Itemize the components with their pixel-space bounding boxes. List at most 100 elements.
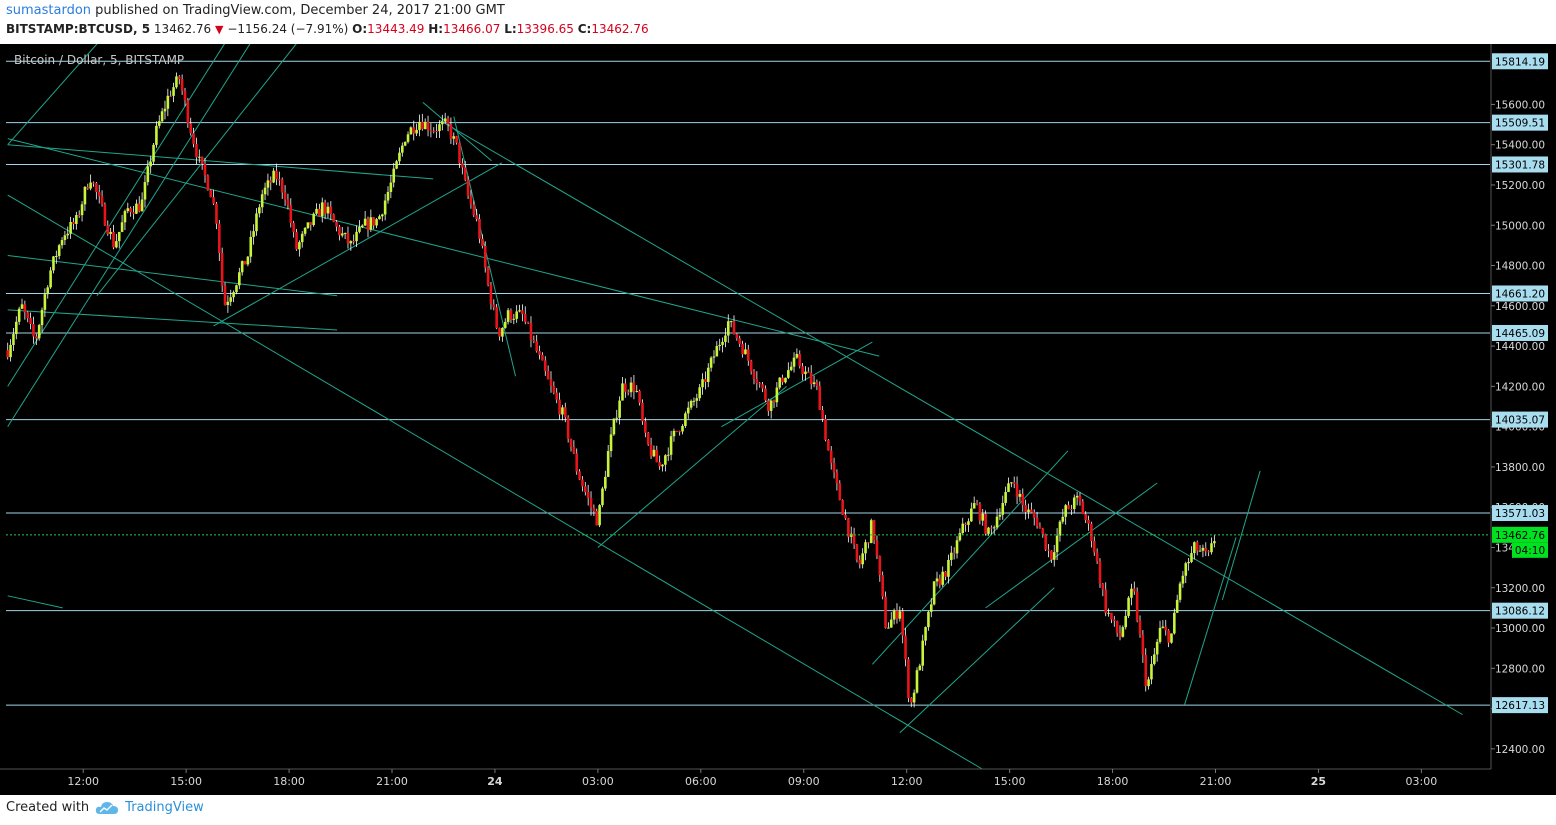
candle-body	[66, 233, 70, 236]
time-tick-label: 21:00	[376, 775, 408, 788]
candle-body	[232, 292, 235, 298]
candle-body	[272, 170, 275, 183]
candle-body	[175, 76, 178, 88]
trend-line	[422, 102, 492, 162]
candle-body	[355, 231, 358, 242]
candle-body	[49, 270, 52, 288]
candle-body	[1012, 482, 1016, 485]
candle-body	[523, 314, 527, 322]
candle-body	[592, 507, 596, 511]
candle-body	[143, 182, 147, 200]
candle-body	[463, 167, 467, 180]
price-tick-label: 15600.00	[1495, 99, 1545, 111]
candle-body	[117, 231, 121, 242]
trend-line	[597, 385, 787, 548]
candle-body	[157, 121, 161, 126]
candle-body	[172, 87, 175, 96]
candle-body	[898, 611, 902, 619]
candle-body	[380, 214, 384, 217]
author-link[interactable]: sumastardon	[6, 3, 92, 18]
candle-body	[1055, 535, 1059, 553]
candle-body	[1210, 543, 1213, 553]
candle-body	[1121, 627, 1125, 637]
candle-body	[921, 640, 925, 666]
candle-body	[981, 513, 985, 521]
trend-line	[7, 254, 338, 297]
candle-body	[755, 378, 759, 384]
candle-body	[395, 161, 398, 169]
candle-body	[546, 370, 550, 380]
candle-body	[858, 559, 862, 565]
candle-body	[1075, 495, 1079, 498]
candle-body	[1115, 620, 1119, 634]
candle-body	[1024, 505, 1027, 513]
candle-body	[1132, 588, 1136, 592]
candle-body	[566, 417, 570, 439]
candle-body	[907, 659, 910, 699]
candle-body	[1190, 553, 1193, 562]
candle-body	[947, 559, 950, 577]
candle-body	[455, 136, 458, 143]
candle-body	[1035, 517, 1039, 527]
candle-body	[589, 497, 593, 508]
tradingview-link[interactable]: TradingView	[125, 800, 204, 815]
trend-line	[872, 450, 1069, 665]
candle-body	[809, 372, 813, 384]
level-label-box	[1492, 411, 1548, 428]
candle-body	[258, 207, 261, 214]
candle-body	[1101, 583, 1105, 590]
candle-body	[309, 222, 313, 226]
candle-body	[166, 95, 170, 109]
level-label: 14035.07	[1495, 415, 1545, 427]
candle-body	[712, 356, 716, 358]
candle-body	[60, 240, 64, 246]
candle-body	[406, 134, 410, 142]
current-price-value: 13462.76	[1495, 530, 1545, 542]
candle-body	[495, 307, 498, 329]
trend-line	[213, 162, 503, 327]
candle-body	[1207, 551, 1210, 553]
candle-body	[909, 698, 913, 703]
price-tick-label: 14600.00	[1495, 301, 1545, 313]
level-label: 15814.19	[1495, 56, 1545, 68]
candle-body	[1067, 505, 1070, 509]
candle-body	[772, 400, 776, 403]
price-chart[interactable]: 12400.0012600.0012800.0013000.0013200.00…	[0, 0, 1556, 795]
candle-body	[223, 285, 227, 306]
candle-body	[935, 578, 939, 582]
candle-body	[443, 118, 447, 122]
candle-body	[475, 215, 478, 220]
trend-line	[7, 309, 338, 331]
level-label-box	[1492, 324, 1548, 341]
candle-body	[63, 235, 67, 241]
time-tick-label: 12:00	[67, 775, 99, 788]
current-price-label: 13462.76 04:10	[1492, 526, 1548, 558]
down-triangle-icon: ▼	[215, 23, 224, 36]
candle-body	[970, 508, 973, 522]
candle-body	[12, 334, 15, 345]
candle-body	[1135, 591, 1139, 621]
candle-body	[266, 180, 270, 188]
price-change: −1156.24 (−7.91%)	[227, 22, 349, 36]
candle-body	[892, 610, 896, 620]
candle-body	[269, 180, 273, 183]
candle-body	[26, 312, 30, 319]
candle-body	[1204, 547, 1208, 552]
candle-body	[861, 553, 864, 565]
published-text: published on TradingView.com, December 2…	[91, 3, 505, 18]
candle-body	[123, 211, 127, 223]
level-label-box	[1492, 156, 1548, 173]
candle-body	[1081, 501, 1085, 515]
time-axis-background	[0, 769, 1556, 795]
price-tick-label: 12800.00	[1495, 663, 1545, 675]
candles	[6, 72, 1216, 708]
price-tick-label: 13800.00	[1495, 462, 1545, 474]
candle-body	[1175, 599, 1179, 613]
candle-body	[881, 575, 884, 597]
candle-body	[481, 238, 484, 246]
candle-body	[195, 143, 198, 158]
trend-line	[899, 587, 1055, 734]
candle-body	[17, 308, 21, 322]
chart-area[interactable]: 12400.0012600.0012800.0013000.0013200.00…	[0, 0, 1556, 795]
candle-body	[601, 488, 604, 506]
